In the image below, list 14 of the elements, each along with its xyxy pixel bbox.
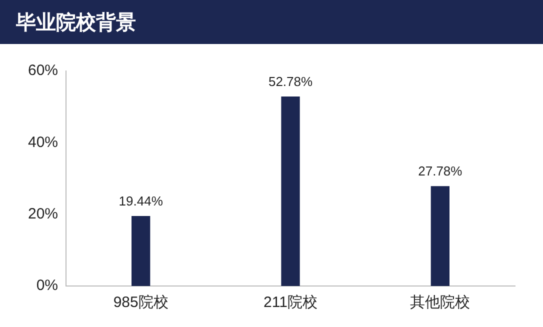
y-tick-label: 0% [36,277,58,294]
y-tick-label: 40% [28,134,58,151]
data-label: 52.78% [268,74,313,89]
x-tick-label: 211院校 [264,294,318,312]
bar [281,96,300,286]
data-label: 19.44% [118,193,164,208]
y-tick-label: 20% [28,205,58,222]
bar [430,186,450,286]
chart-title: 毕业院校背景 [0,0,543,44]
bar [132,216,150,286]
data-label: 27.78% [418,164,463,179]
x-tick-label: 985院校 [113,294,168,312]
x-tick-label: 其他院校 [410,294,470,312]
y-tick-label: 60% [28,62,58,80]
